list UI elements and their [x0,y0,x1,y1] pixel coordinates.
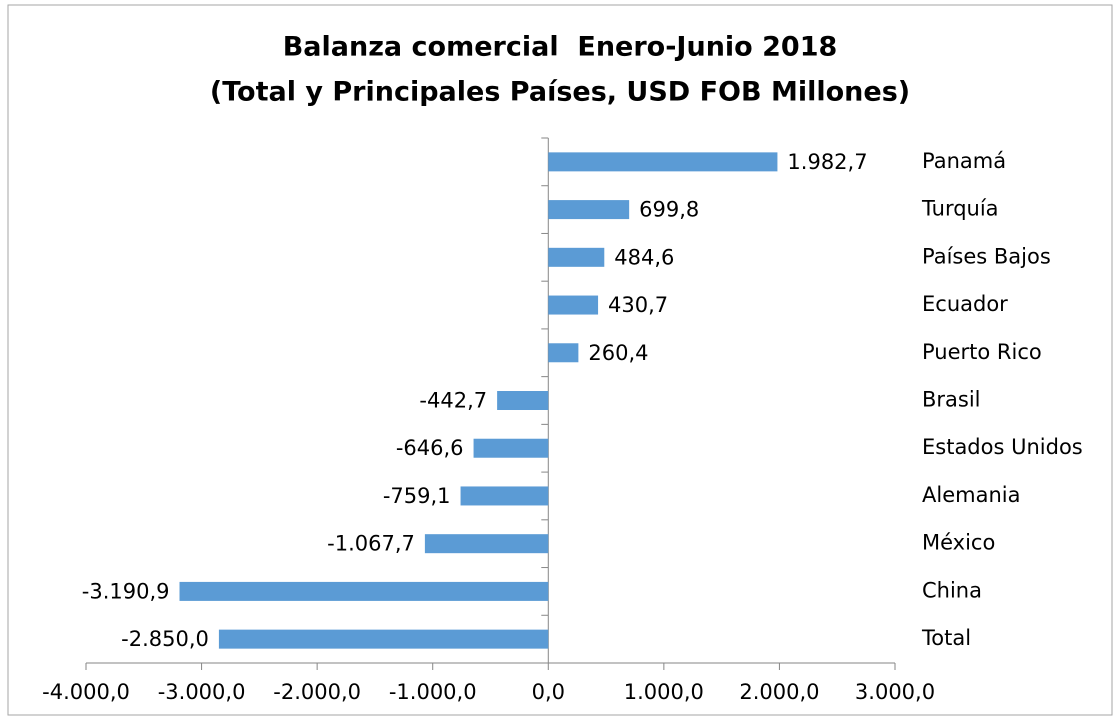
category-label: Total [921,626,971,650]
category-label: Países Bajos [922,244,1051,268]
chart-subtitle: (Total y Principales Países, USD FOB Mil… [210,77,910,108]
value-label: 260,4 [588,341,648,365]
chart-title: Balanza comercial Enero-Junio 2018 [283,32,838,63]
value-label: 430,7 [608,293,668,317]
value-label: 1.982,7 [787,150,867,174]
x-tick-label: -2.000,0 [273,680,361,704]
bar [548,152,778,172]
category-label: Estados Unidos [922,435,1083,459]
value-label: 484,6 [614,245,674,269]
x-tick-label: 1.000,0 [624,680,704,704]
bar [548,200,630,220]
category-label: México [922,531,995,555]
value-label: -442,7 [419,389,487,413]
bar [460,486,549,506]
category-label: Panamá [922,149,1006,173]
category-label: Ecuador [922,292,1008,316]
x-tick-label: 2.000,0 [739,680,819,704]
category-label: Alemania [922,483,1020,507]
category-label: Brasil [922,388,981,412]
value-label: -3.190,9 [82,579,170,603]
bar [548,343,579,363]
value-label: -759,1 [383,484,451,508]
bar [497,391,549,410]
x-tick-label: 3.000,0 [855,680,935,704]
value-label: -646,6 [396,436,464,460]
category-label: Puerto Rico [922,340,1042,364]
bar [179,581,549,601]
value-label: -1.067,7 [327,532,415,556]
x-tick-label: -3.000,0 [158,680,246,704]
bar [424,534,549,554]
x-tick-label: -1.000,0 [389,680,477,704]
value-label: 699,8 [639,198,699,222]
category-label: Turquía [921,197,999,221]
category-label: China [922,578,982,602]
bar [218,629,549,649]
x-tick-label: 0,0 [532,680,565,704]
bar [548,247,605,267]
value-label: -2.850,0 [121,627,209,651]
x-tick-label: -4.000,0 [42,680,130,704]
bar [473,438,549,458]
bar [548,295,599,315]
